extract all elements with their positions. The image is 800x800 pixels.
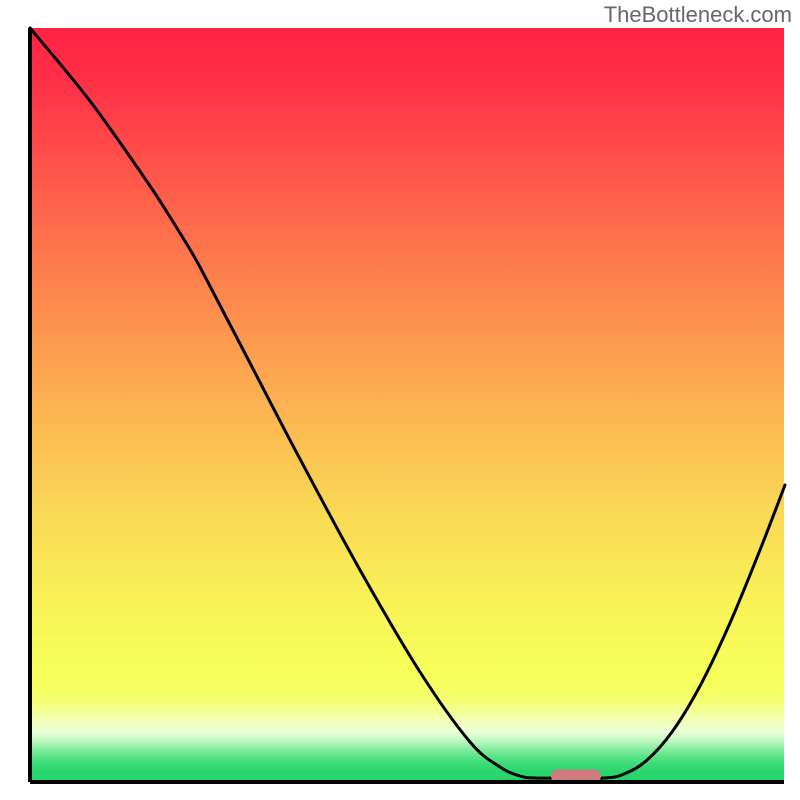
bottleneck-chart: TheBottleneck.com (0, 0, 800, 800)
chart-svg (0, 0, 800, 800)
